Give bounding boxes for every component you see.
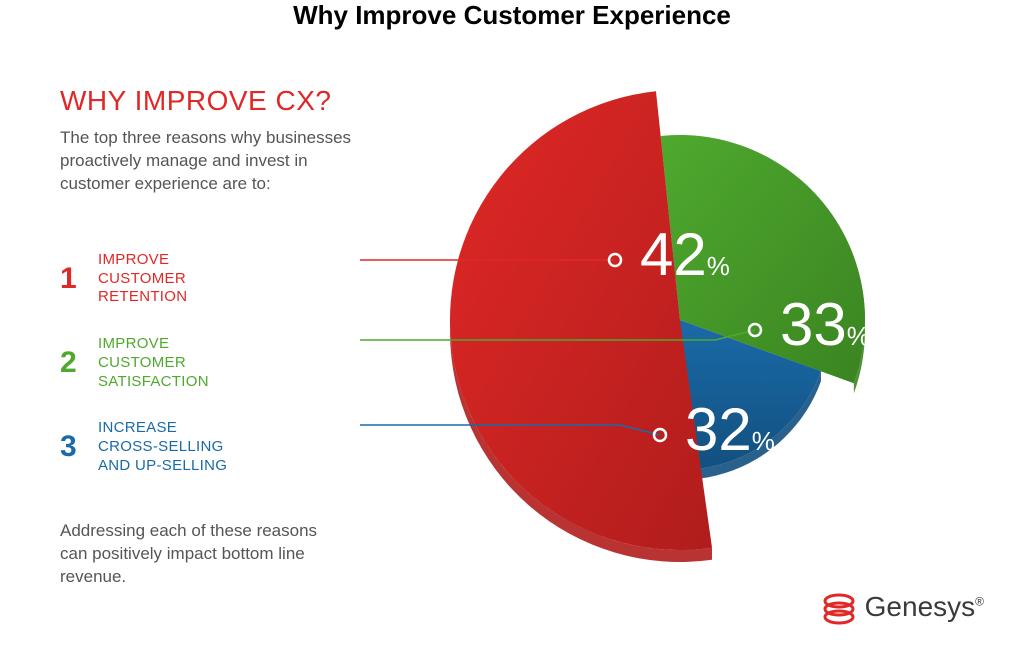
reason-item-1: 1 IMPROVECUSTOMERRETENTION: [60, 251, 380, 307]
reason-label: INCREASECROSS-SELLINGAND UP-SELLING: [98, 419, 227, 475]
reason-number: 2: [60, 346, 98, 380]
reason-number: 3: [60, 430, 98, 464]
intro-text: The top three reasons why businesses pro…: [60, 127, 380, 196]
registered-mark: ®: [975, 595, 984, 609]
brand-name: Genesys®: [865, 591, 984, 623]
page-title: Why Improve Customer Experience: [0, 0, 1024, 31]
reasons-list: 1 IMPROVECUSTOMERRETENTION 2 IMPROVECUST…: [60, 251, 380, 476]
reason-item-2: 2 IMPROVECUSTOMERSATISFACTION: [60, 335, 380, 391]
reason-label: IMPROVECUSTOMERSATISFACTION: [98, 335, 209, 391]
left-column: WHY IMPROVE CX? The top three reasons wh…: [60, 85, 380, 504]
reason-item-3: 3 INCREASECROSS-SELLINGAND UP-SELLING: [60, 419, 380, 475]
brand-name-text: Genesys: [865, 591, 976, 622]
reason-label: IMPROVECUSTOMERRETENTION: [98, 251, 187, 307]
pie-chart: 42%33%32%: [360, 40, 1020, 620]
footer-text: Addressing each of these reasons can pos…: [60, 520, 340, 589]
section-heading: WHY IMPROVE CX?: [60, 85, 380, 117]
reason-number: 1: [60, 262, 98, 296]
brand-logo: Genesys®: [821, 589, 984, 625]
genesys-icon: [821, 589, 857, 625]
